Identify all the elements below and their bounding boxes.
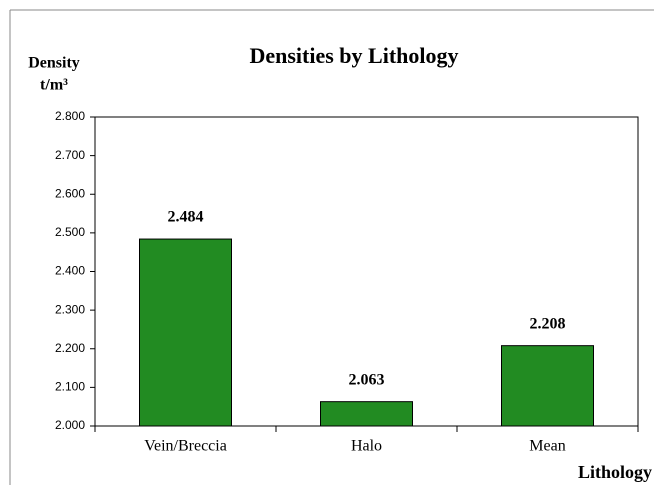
bar — [139, 238, 232, 427]
x-tick-label: Vein/Breccia — [144, 438, 227, 455]
x-axis-label: Lithology — [578, 462, 652, 482]
y-tick-label: 2.600 — [55, 186, 85, 200]
y-tick-label: 2.200 — [55, 341, 85, 355]
y-tick-label: 2.000 — [55, 418, 85, 432]
value-label: 2.484 — [168, 209, 204, 226]
y-tick-label: 2.800 — [55, 109, 85, 123]
bar — [501, 345, 594, 427]
x-tick-label: Halo — [351, 438, 382, 455]
bar — [320, 401, 413, 427]
y-tick-label: 2.300 — [55, 302, 85, 316]
x-tick-label: Mean — [529, 438, 565, 455]
y-tick-label: 2.400 — [55, 264, 85, 278]
y-tick-label: 2.700 — [55, 148, 85, 162]
y-axis-unit: t/m³ — [40, 77, 68, 94]
chart-title: Densities by Lithology — [249, 43, 458, 68]
y-tick-label: 2.100 — [55, 380, 85, 394]
y-axis-label: Density — [28, 55, 80, 72]
y-tick-label: 2.500 — [55, 225, 85, 239]
value-label: 2.208 — [530, 315, 566, 332]
value-label: 2.063 — [349, 371, 385, 388]
